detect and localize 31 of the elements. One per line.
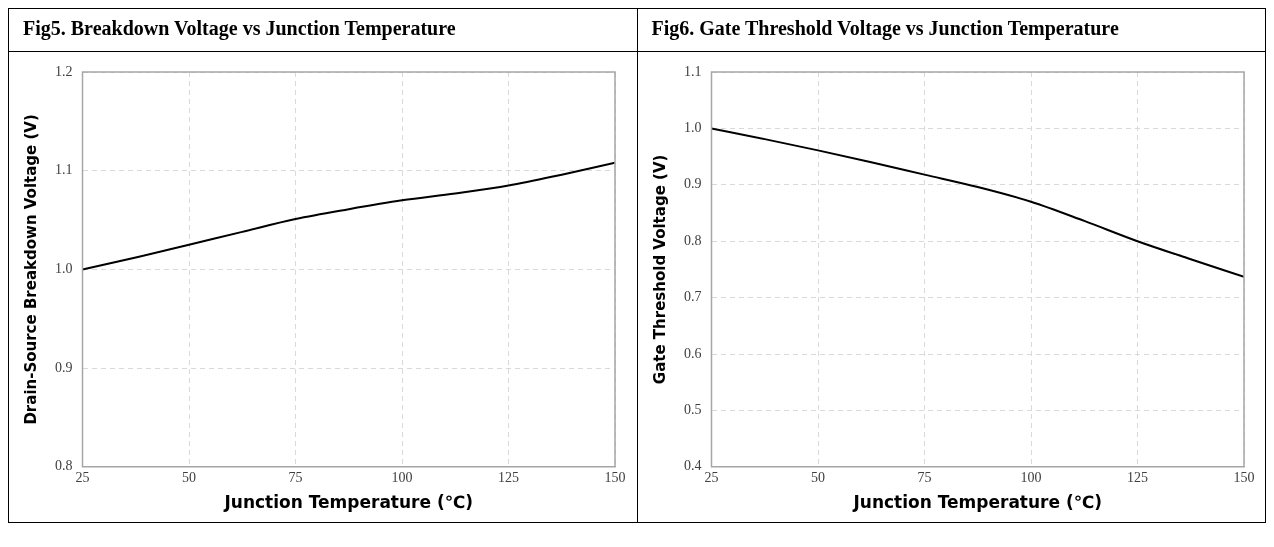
y-tick-label: 1.0 (55, 261, 73, 277)
x-tick-label: 125 (1126, 469, 1148, 485)
y-axis-title: Gate Threshold Voltage (V) (650, 154, 669, 385)
y-tick-label: 0.8 (683, 232, 701, 248)
y-tick-label: 0.9 (683, 176, 701, 192)
y-tick-label: 0.6 (683, 345, 701, 361)
y-tick-label: 0.7 (683, 289, 701, 305)
x-tick-label: 75 (917, 469, 931, 485)
x-tick-label: 50 (182, 469, 196, 485)
y-tick-label: 0.5 (683, 402, 701, 418)
x-tick-label: 25 (75, 469, 90, 485)
x-axis-title: Junction Temperature (℃) (223, 492, 474, 513)
y-tick-label: 1.0 (683, 120, 701, 136)
y-tick-label: 0.8 (55, 458, 73, 474)
x-tick-label: 75 (288, 469, 303, 485)
y-tick-label: 1.2 (55, 63, 73, 79)
x-tick-label: 50 (810, 469, 825, 485)
x-tick-label: 100 (391, 469, 413, 485)
x-tick-label: 150 (1233, 469, 1254, 485)
x-tick-label: 150 (604, 469, 626, 485)
x-axis-title: Junction Temperature (℃) (851, 492, 1102, 513)
x-tick-label: 125 (498, 469, 519, 485)
x-tick-label: 100 (1020, 469, 1041, 485)
y-tick-label: 0.4 (683, 458, 701, 474)
x-tick-label: 25 (704, 469, 718, 485)
y-axis-title: Drain-Source Breakdown Voltage (V) (21, 114, 40, 425)
chart-title: Fig5. Breakdown Voltage vs Junction Temperature (9, 9, 637, 52)
y-tick-label: 1.1 (55, 162, 73, 178)
y-tick-label: 0.9 (55, 359, 73, 375)
chart-title: Fig6. Gate Threshold Voltage vs Junction Temperature (637, 9, 1265, 52)
y-tick-label: 1.1 (683, 63, 701, 79)
